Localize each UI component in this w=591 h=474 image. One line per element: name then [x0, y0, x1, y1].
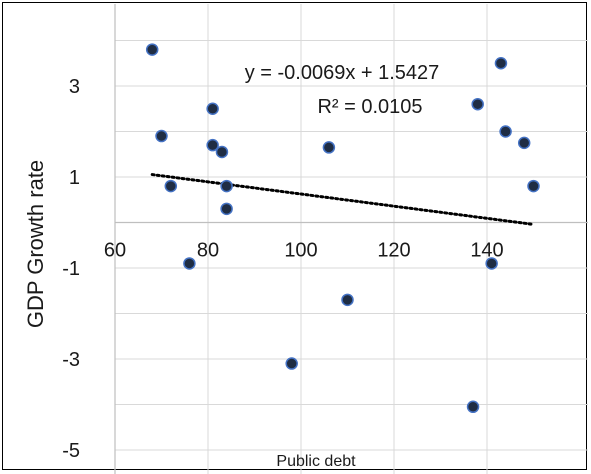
data-point [471, 97, 484, 111]
data-point [206, 102, 219, 115]
data-point [341, 293, 354, 307]
data-point [145, 43, 159, 56]
data-points [145, 43, 540, 414]
y-tick-label: 1 [69, 167, 80, 189]
x-tick-label: 80 [197, 240, 219, 262]
data-point [494, 57, 508, 70]
trendline-layer [150, 173, 535, 226]
data-point [206, 138, 219, 152]
y-tick-label: -3 [62, 349, 80, 371]
data-point [215, 145, 229, 159]
y-tick-label: -5 [62, 440, 80, 462]
data-point [466, 400, 480, 414]
y-axis-label: GDP Growth rate [23, 160, 48, 328]
data-point [220, 202, 233, 216]
trendline [150, 173, 535, 226]
data-point [220, 179, 233, 193]
y-tick-label: 3 [69, 76, 80, 98]
y-tick-label: -1 [62, 258, 80, 280]
chart-frame [2, 2, 587, 470]
data-point [183, 257, 196, 270]
x-tick-label: 100 [284, 240, 317, 262]
data-point [499, 125, 512, 138]
data-point [155, 129, 168, 143]
tick-labels: 3 1 -1 -3 -5 60 80 100 120 140 [62, 76, 503, 462]
x-tick-label: 140 [470, 240, 503, 262]
x-axis-label: Public debt [276, 453, 356, 470]
trendline-equation: y = -0.0069x + 1.5427 [245, 62, 440, 84]
data-point [322, 141, 336, 154]
data-point [285, 357, 298, 370]
data-point [485, 257, 498, 270]
x-tick-label: 60 [104, 240, 126, 262]
x-tick-label: 120 [377, 240, 410, 262]
r-squared-label: R² = 0.0105 [317, 96, 422, 118]
data-point [527, 179, 540, 193]
data-point [164, 179, 178, 193]
data-point [517, 136, 531, 150]
